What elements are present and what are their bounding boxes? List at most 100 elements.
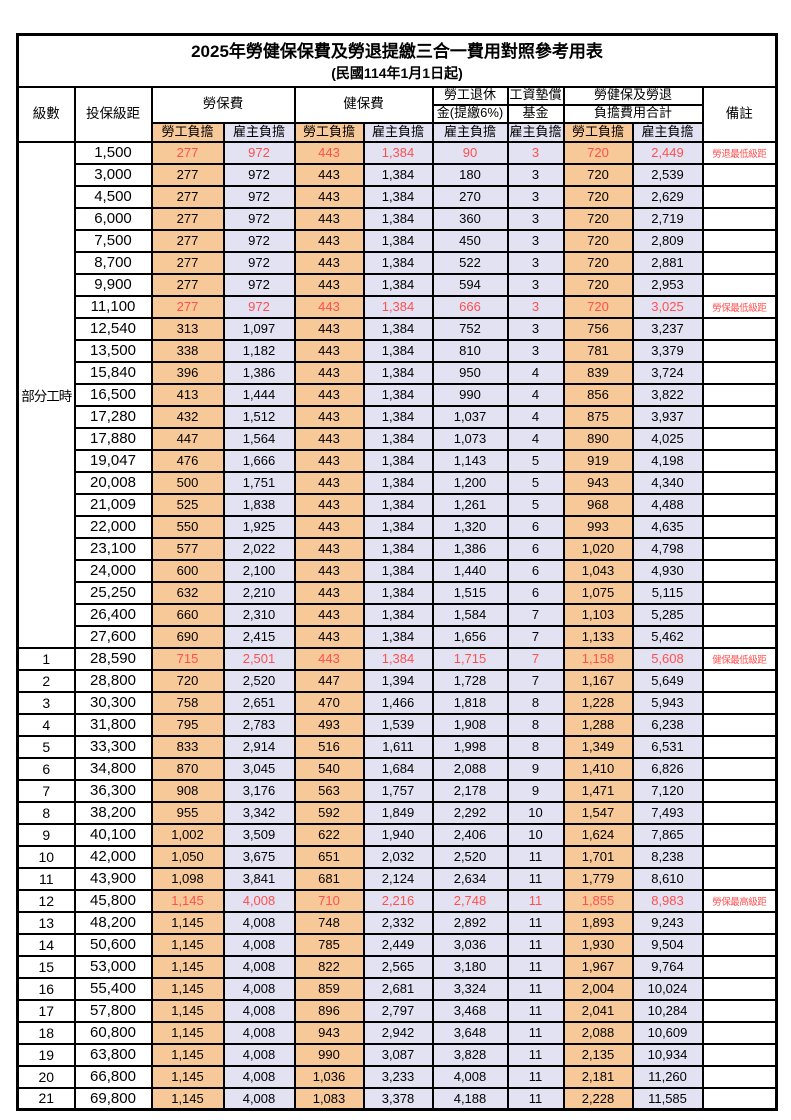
subheader-health-employer: 雇主負擔	[362, 121, 434, 143]
pension-employer-cell: 2,406	[431, 822, 509, 847]
health-employee-cell: 443	[293, 360, 365, 385]
wage-fund-cell: 6	[506, 514, 565, 539]
pension-employer-cell: 1,715	[431, 646, 509, 671]
pension-employer-cell: 1,584	[431, 602, 509, 627]
table-row: 18 60,800 1,145 4,008 943 2,942 3,648 11 2,088 10…	[16, 1020, 778, 1045]
total-employer-cell: 8,983	[631, 888, 704, 913]
remark-cell	[701, 712, 778, 737]
total-employer-cell: 3,822	[631, 382, 704, 407]
pension-employer-cell: 2,178	[431, 778, 509, 803]
health-employer-cell: 2,216	[362, 888, 434, 913]
labor-employer-cell: 972	[222, 184, 296, 209]
pension-employer-cell: 950	[431, 360, 509, 385]
remark-cell	[701, 250, 778, 275]
health-employer-cell: 2,681	[362, 976, 434, 1001]
total-employer-cell: 4,198	[631, 448, 704, 473]
health-employee-cell: 470	[293, 690, 365, 715]
labor-employer-cell: 1,838	[222, 492, 296, 517]
level-cell: 17	[16, 998, 76, 1023]
bracket-cell: 24,000	[73, 558, 153, 583]
health-employee-cell: 859	[293, 976, 365, 1001]
total-employee-cell: 781	[562, 338, 634, 363]
wage-fund-cell: 3	[506, 184, 565, 209]
header-health-insurance: 健保費	[293, 85, 434, 124]
health-employee-cell: 822	[293, 954, 365, 979]
total-employer-cell: 11,585	[631, 1086, 704, 1111]
health-employee-cell: 443	[293, 184, 365, 209]
labor-employer-cell: 1,444	[222, 382, 296, 407]
remark-cell	[701, 228, 778, 253]
remark-cell	[701, 162, 778, 187]
wage-fund-cell: 11	[506, 1020, 565, 1045]
health-employee-cell: 443	[293, 624, 365, 649]
total-employer-cell: 10,284	[631, 998, 704, 1023]
labor-employer-cell: 2,501	[222, 646, 296, 671]
health-employer-cell: 1,384	[362, 140, 434, 165]
bracket-cell: 27,600	[73, 624, 153, 649]
remark-cell	[701, 470, 778, 495]
labor-employer-cell: 4,008	[222, 1042, 296, 1067]
total-employer-cell: 7,120	[631, 778, 704, 803]
health-employer-cell: 1,384	[362, 426, 434, 451]
remark-cell	[701, 1086, 778, 1111]
header-wage-fund-line1: 工資墊償	[506, 85, 565, 106]
pension-employer-cell: 752	[431, 316, 509, 341]
health-employer-cell: 1,384	[362, 646, 434, 671]
pension-employer-cell: 666	[431, 294, 509, 319]
health-employee-cell: 651	[293, 844, 365, 869]
table-row: 11,100 277 972 443 1,384 666 3 720 3,025 勞保最低級距	[18, 294, 778, 319]
table-row: 22,000 550 1,925 443 1,384 1,320 6 993 4,635	[18, 514, 778, 539]
table-row: 26,400 660 2,310 443 1,384 1,584 7 1,103 5,285	[18, 602, 778, 627]
remark-cell: 勞退最低級距	[701, 140, 778, 165]
remark-cell	[701, 426, 778, 451]
bracket-cell: 50,600	[73, 932, 153, 957]
total-employer-cell: 3,937	[631, 404, 704, 429]
wage-fund-cell: 8	[506, 712, 565, 737]
total-employee-cell: 756	[562, 316, 634, 341]
bracket-cell: 3,000	[73, 162, 153, 187]
level-cell: 1	[16, 646, 76, 671]
health-employer-cell: 2,032	[362, 844, 434, 869]
total-employee-cell: 720	[562, 250, 634, 275]
bracket-cell: 17,280	[73, 404, 153, 429]
total-employee-cell: 720	[562, 294, 634, 319]
pension-employer-cell: 1,998	[431, 734, 509, 759]
labor-employee-cell: 632	[150, 580, 225, 605]
wage-fund-cell: 11	[506, 866, 565, 891]
table-row: 部分工時 1,500 277 972 443 1,384 90 3 720 2,449 勞退最低級距	[16, 140, 778, 649]
table-row: 8 38,200 955 3,342 592 1,849 2,292 10 1,547 7,493	[16, 800, 778, 825]
total-employee-cell: 2,228	[562, 1086, 634, 1111]
total-employee-cell: 1,075	[562, 580, 634, 605]
total-employee-cell: 1,410	[562, 756, 634, 781]
total-employer-cell: 2,881	[631, 250, 704, 275]
labor-employee-cell: 277	[150, 206, 225, 231]
bracket-cell: 48,200	[73, 910, 153, 935]
total-employee-cell: 720	[562, 184, 634, 209]
remark-cell	[701, 1020, 778, 1045]
health-employee-cell: 443	[293, 404, 365, 429]
pension-employer-cell: 2,892	[431, 910, 509, 935]
wage-fund-cell: 9	[506, 778, 565, 803]
total-employee-cell: 839	[562, 360, 634, 385]
health-employer-cell: 1,384	[362, 294, 434, 319]
labor-employee-cell: 1,145	[150, 976, 225, 1001]
remark-cell	[701, 382, 778, 407]
table-row: 16,500 413 1,444 443 1,384 990 4 856 3,822	[18, 382, 778, 407]
bracket-cell: 60,800	[73, 1020, 153, 1045]
health-employer-cell: 1,384	[362, 228, 434, 253]
wage-fund-cell: 11	[506, 954, 565, 979]
bracket-cell: 23,100	[73, 536, 153, 561]
health-employee-cell: 443	[293, 206, 365, 231]
total-employee-cell: 943	[562, 470, 634, 495]
table-row: 13 48,200 1,145 4,008 748 2,332 2,892 11 1,893 9,…	[16, 910, 778, 935]
health-employee-cell: 443	[293, 228, 365, 253]
table-row: 21,009 525 1,838 443 1,384 1,261 5 968 4,488	[18, 492, 778, 517]
table-row: 3 30,300 758 2,651 470 1,466 1,818 8 1,228 5,943	[16, 690, 778, 715]
header-wage-fund-line2: 基金	[506, 103, 565, 124]
level-cell: 3	[16, 690, 76, 715]
table-row: 6,000 277 972 443 1,384 360 3 720 2,719	[18, 206, 778, 231]
health-employer-cell: 1,384	[362, 514, 434, 539]
total-employee-cell: 890	[562, 426, 634, 451]
labor-employee-cell: 396	[150, 360, 225, 385]
labor-employee-cell: 277	[150, 294, 225, 319]
